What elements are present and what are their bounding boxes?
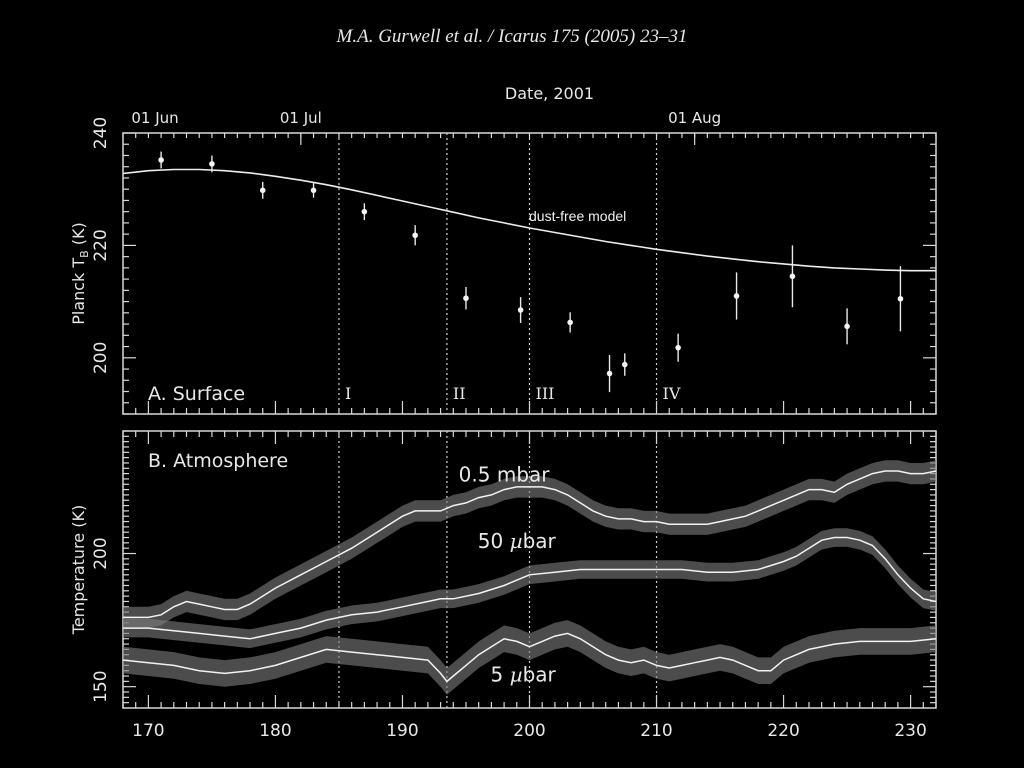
x-tick-label: 230 (894, 721, 926, 741)
data-point (463, 295, 469, 302)
x-tick-label: 220 (767, 721, 799, 741)
x-tick-label: 180 (259, 721, 291, 741)
data-point (621, 361, 628, 368)
period-label: III (536, 384, 555, 403)
uncertainty-band (123, 620, 936, 695)
date-tick-label: 01 Jul (280, 109, 322, 127)
pressure-label: 0.5 mbar (459, 463, 551, 487)
dust-free-model-label: dust-free model (529, 208, 626, 224)
x-tick-label: 210 (640, 721, 672, 741)
data-point (310, 187, 317, 194)
data-point (789, 273, 796, 280)
surface-data-points (158, 151, 904, 393)
data-point (158, 157, 164, 163)
date-tick-label: 01 Jun (131, 109, 178, 127)
date-axis-title: Date, 2001 (505, 84, 594, 103)
data-point (606, 370, 613, 377)
pressure-label: 5 µbar (491, 662, 557, 686)
x-minor-ticks (122, 401, 937, 708)
data-point (412, 232, 418, 239)
temperature-line (123, 470, 937, 619)
pressure-label: 50 µbar (478, 529, 557, 553)
panel-a-label: A. Surface (148, 383, 245, 405)
data-point (517, 307, 524, 313)
data-point (209, 161, 215, 167)
period-label: II (453, 384, 466, 403)
date-axis (122, 133, 937, 145)
y-tick-label-b: 200 (91, 537, 111, 569)
uncertainty-band (123, 460, 936, 629)
y-tick-label-a: 240 (91, 117, 111, 149)
data-point (897, 295, 904, 302)
x-tick-label: 190 (386, 721, 418, 741)
x-tick-label: 200 (513, 721, 545, 741)
uncertainty-band (123, 528, 936, 649)
x-tick-label: 170 (132, 721, 164, 741)
date-tick-label: 01 Aug (668, 109, 721, 127)
temperature-line (122, 632, 937, 683)
period-label: IV (663, 384, 681, 403)
data-point (844, 323, 850, 330)
data-point (675, 344, 681, 351)
data-point (733, 293, 740, 299)
data-point (361, 208, 368, 215)
y-axis-title-a: Planck TB (K) (69, 222, 91, 325)
journal-header: M.A. Gurwell et al. / Icarus 175 (2005) … (336, 26, 688, 47)
panel-b-label: B. Atmosphere (148, 450, 288, 472)
y-tick-label-a: 220 (91, 229, 111, 261)
dust-free-model-line (122, 168, 936, 272)
temperature-line (123, 536, 937, 640)
y-tick-label-a: 200 (91, 342, 111, 374)
atmosphere-series: 0.5 mbar 50 µbar 5 µbar (122, 460, 937, 695)
data-point (259, 187, 266, 194)
data-point (567, 319, 573, 326)
period-label: I (345, 384, 351, 403)
y-axis-title-b: Temperature (K) (69, 505, 88, 635)
y-tick-label-b: 150 (91, 670, 111, 702)
